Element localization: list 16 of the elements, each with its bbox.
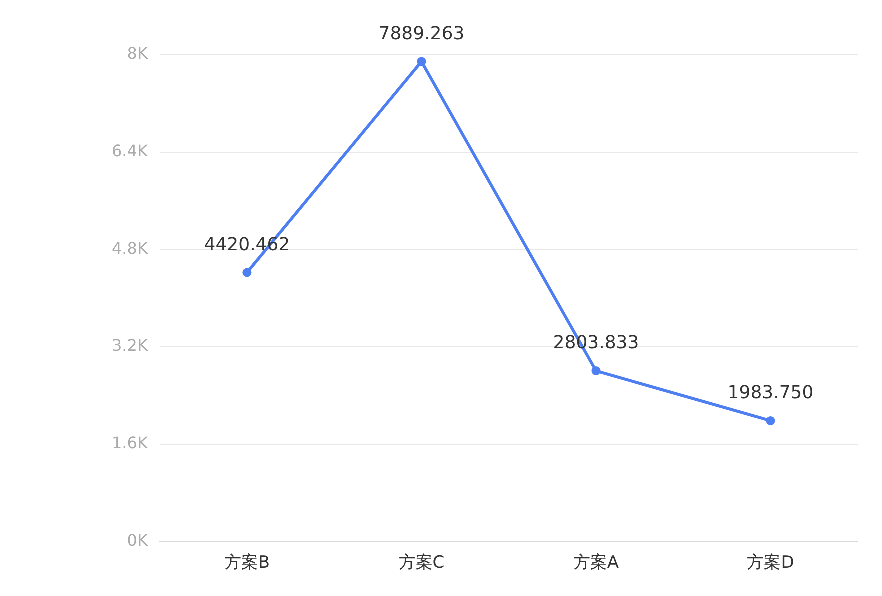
- x-tick-label: 方案A: [573, 553, 620, 574]
- x-tick-label: 方案B: [224, 553, 270, 574]
- y-tick-label: 0K: [127, 530, 148, 550]
- point: [417, 57, 426, 66]
- x-tick-label: 方案C: [398, 553, 445, 574]
- y-tick-label: 4.8K: [112, 238, 148, 258]
- text: 7889.263: [378, 23, 465, 44]
- y-tick-label: 6.4K: [112, 141, 148, 160]
- y-tick-label: 1.6K: [112, 433, 148, 452]
- point: [766, 416, 776, 426]
- x-tick-label: 方案D: [747, 553, 794, 574]
- y-tick-label: 8K: [127, 44, 148, 64]
- y-tick-label: 3.2K: [112, 336, 148, 356]
- text: 1983.750: [728, 382, 814, 404]
- point: [242, 268, 252, 278]
- point: [592, 366, 601, 376]
